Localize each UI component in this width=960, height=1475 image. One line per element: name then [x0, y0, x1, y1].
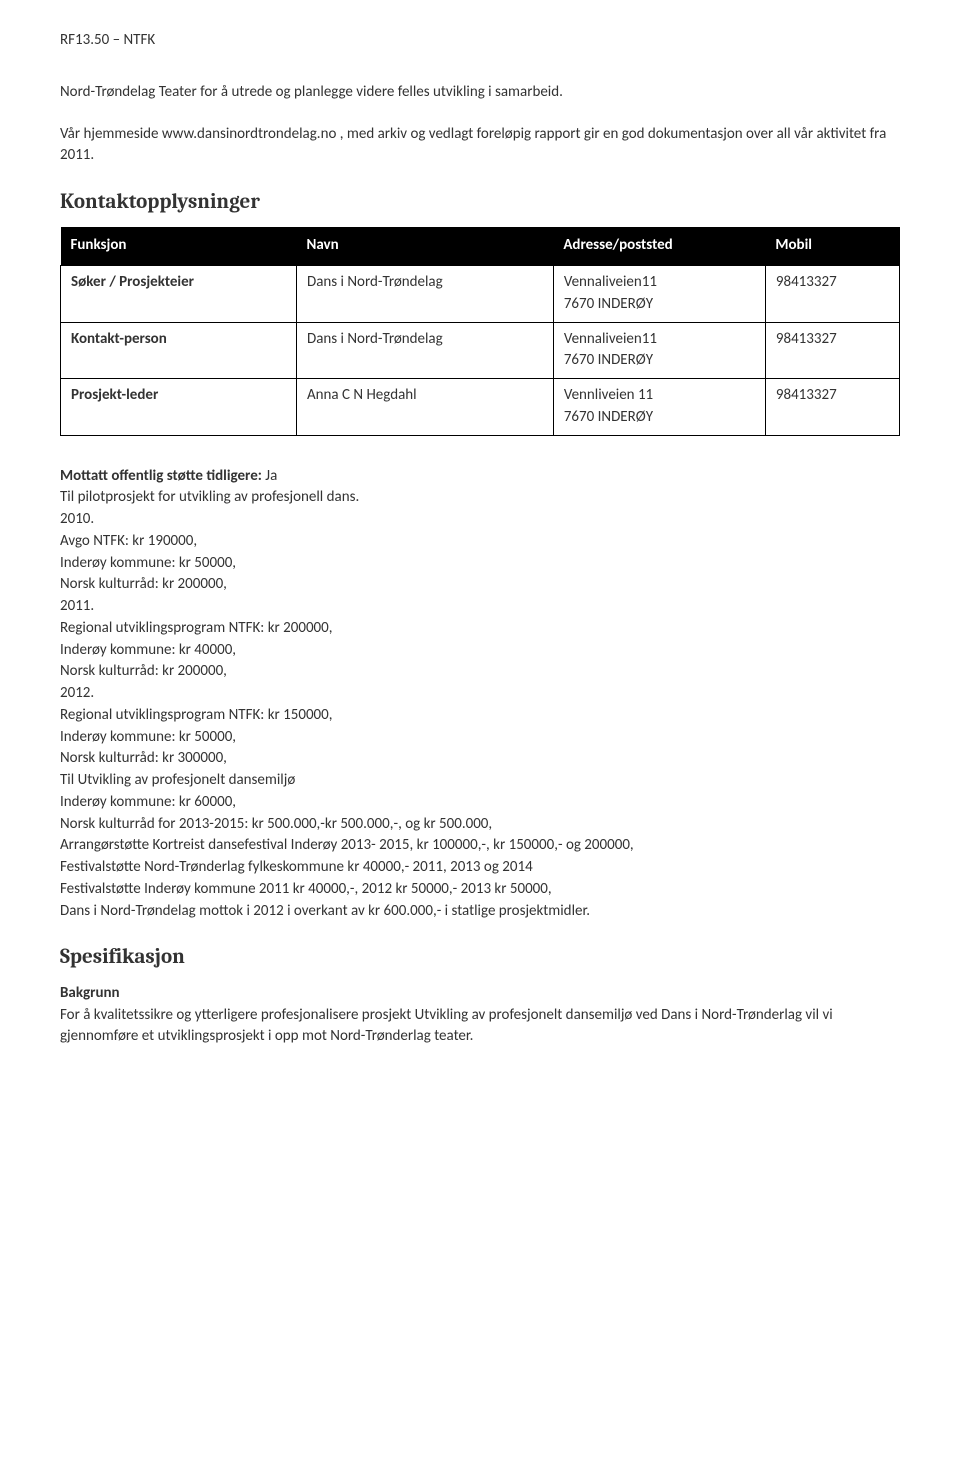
- support-dev-2: Inderøy kommune: kr 60000,: [60, 792, 900, 814]
- support-2011-c: Norsk kulturråd: kr 200000,: [60, 661, 900, 683]
- adresse-line1: Vennliveien 11: [564, 386, 653, 404]
- cell-navn: Dans i Nord-Trøndelag: [296, 266, 553, 323]
- cell-adresse: Vennaliveien11 7670 INDERØY: [553, 266, 765, 323]
- support-2010-c: Norsk kulturråd: kr 200000,: [60, 574, 900, 596]
- table-header-row: Funksjon Navn Adresse/poststed Mobil: [61, 227, 900, 265]
- table-row: Kontakt-person Dans i Nord-Trøndelag Ven…: [61, 322, 900, 379]
- support-year-2011: 2011.: [60, 596, 900, 618]
- contact-table: Funksjon Navn Adresse/poststed Mobil Søk…: [60, 227, 900, 435]
- support-label-value: Ja: [265, 467, 277, 485]
- adresse-line2: 7670 INDERØY: [564, 408, 653, 426]
- adresse-line1: Vennaliveien11: [564, 273, 657, 291]
- support-dev-3: Norsk kulturråd for 2013-2015: kr 500.00…: [60, 814, 900, 836]
- cell-funksjon: Prosjekt-leder: [61, 379, 297, 436]
- cell-adresse: Vennliveien 11 7670 INDERØY: [553, 379, 765, 436]
- intro-line-1: Nord-Trøndelag Teater for å utrede og pl…: [60, 82, 900, 104]
- support-2010-b: Inderøy kommune: kr 50000,: [60, 553, 900, 575]
- support-label-bold: Mottatt offentlig støtte tidligere:: [60, 467, 265, 485]
- support-2011-a: Regional utviklingsprogram NTFK: kr 2000…: [60, 618, 900, 640]
- support-2011-b: Inderøy kommune: kr 40000,: [60, 640, 900, 662]
- spec-paragraph: For å kvalitetssikre og ytterligere prof…: [60, 1005, 900, 1049]
- cell-funksjon: Søker / Prosjekteier: [61, 266, 297, 323]
- header-adresse: Adresse/poststed: [553, 227, 765, 265]
- support-arrangor: Arrangørstøtte Kortreist dansefestival I…: [60, 835, 900, 857]
- cell-adresse: Vennaliveien11 7670 INDERØY: [553, 322, 765, 379]
- cell-navn: Dans i Nord-Trøndelag: [296, 322, 553, 379]
- support-2012-c: Norsk kulturråd: kr 300000,: [60, 748, 900, 770]
- support-2010-a: Avgo NTFK: kr 190000,: [60, 531, 900, 553]
- adresse-line1: Vennaliveien11: [564, 330, 657, 348]
- page-header: RF13.50 – NTFK: [60, 30, 900, 52]
- support-section: Mottatt offentlig støtte tidligere: Ja T…: [60, 466, 900, 923]
- header-navn: Navn: [296, 227, 553, 265]
- spec-heading: Spesifikasjon: [60, 942, 900, 972]
- cell-funksjon: Kontakt-person: [61, 322, 297, 379]
- intro-line-2: Vår hjemmeside www.dansinordtrondelag.no…: [60, 124, 900, 168]
- adresse-line2: 7670 INDERØY: [564, 351, 653, 369]
- adresse-line2: 7670 INDERØY: [564, 295, 653, 313]
- intro-section: Nord-Trøndelag Teater for å utrede og pl…: [60, 82, 900, 167]
- support-2012-b: Inderøy kommune: kr 50000,: [60, 727, 900, 749]
- table-row: Prosjekt-leder Anna C N Hegdahl Vennlive…: [61, 379, 900, 436]
- support-label-line: Mottatt offentlig støtte tidligere: Ja: [60, 466, 900, 488]
- header-mobil: Mobil: [765, 227, 899, 265]
- support-received: Dans i Nord-Trøndelag mottok i 2012 i ov…: [60, 901, 900, 923]
- cell-mobil: 98413327: [765, 322, 899, 379]
- support-fest-1: Festivalstøtte Nord-Trønderlag fylkeskom…: [60, 857, 900, 879]
- support-2012-a: Regional utviklingsprogram NTFK: kr 1500…: [60, 705, 900, 727]
- header-funksjon: Funksjon: [61, 227, 297, 265]
- cell-mobil: 98413327: [765, 266, 899, 323]
- support-dev-1: Til Utvikling av profesjonelt dansemiljø: [60, 770, 900, 792]
- support-line-1: Til pilotprosjekt for utvikling av profe…: [60, 487, 900, 509]
- support-year-2012: 2012.: [60, 683, 900, 705]
- support-year-2010: 2010.: [60, 509, 900, 531]
- cell-mobil: 98413327: [765, 379, 899, 436]
- support-fest-2: Festivalstøtte Inderøy kommune 2011 kr 4…: [60, 879, 900, 901]
- table-row: Søker / Prosjekteier Dans i Nord-Trøndel…: [61, 266, 900, 323]
- contact-heading: Kontaktopplysninger: [60, 187, 900, 217]
- cell-navn: Anna C N Hegdahl: [296, 379, 553, 436]
- spec-subheading: Bakgrunn: [60, 983, 900, 1005]
